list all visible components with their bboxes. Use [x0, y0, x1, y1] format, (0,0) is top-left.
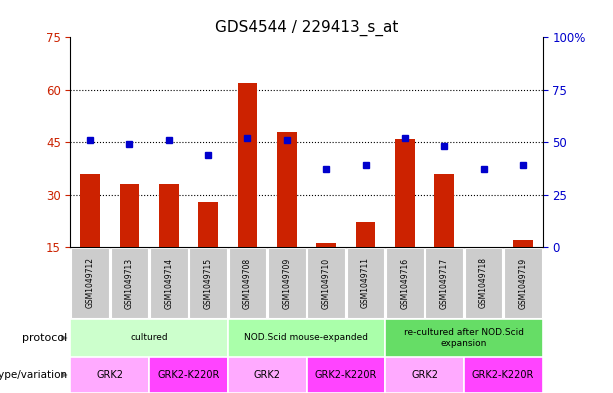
Bar	[228, 319, 385, 357]
Text: GRK2-K220R: GRK2-K220R	[158, 370, 219, 380]
Bar	[435, 174, 454, 247]
Text: GSM1049714: GSM1049714	[164, 257, 173, 309]
Bar	[150, 248, 188, 318]
Text: GRK2: GRK2	[96, 370, 123, 380]
Bar	[149, 357, 228, 393]
Text: GSM1049712: GSM1049712	[86, 257, 94, 309]
Text: GSM1049716: GSM1049716	[400, 257, 409, 309]
Bar	[199, 202, 218, 247]
Bar	[474, 247, 493, 250]
Bar	[346, 248, 384, 318]
Bar	[110, 248, 148, 318]
Text: protocol: protocol	[22, 333, 67, 343]
Text: GSM1049711: GSM1049711	[361, 257, 370, 309]
Text: GSM1049715: GSM1049715	[204, 257, 213, 309]
Bar	[316, 243, 336, 247]
Bar	[228, 357, 306, 393]
Bar	[425, 248, 463, 318]
Text: GSM1049717: GSM1049717	[440, 257, 449, 309]
Bar	[80, 174, 100, 247]
Bar	[307, 248, 345, 318]
Bar	[465, 248, 503, 318]
Text: GSM1049710: GSM1049710	[322, 257, 330, 309]
Text: GSM1049719: GSM1049719	[519, 257, 527, 309]
Bar	[70, 357, 149, 393]
Bar	[229, 248, 267, 318]
Bar	[189, 248, 227, 318]
Text: genotype/variation: genotype/variation	[0, 370, 67, 380]
Text: GSM1049708: GSM1049708	[243, 257, 252, 309]
Bar	[277, 132, 297, 247]
Bar	[504, 248, 542, 318]
Bar	[385, 357, 464, 393]
Text: GRK2: GRK2	[254, 370, 281, 380]
Bar	[159, 184, 178, 247]
Text: cultured: cultured	[131, 334, 168, 342]
Bar	[120, 184, 139, 247]
Bar	[70, 319, 228, 357]
Bar	[395, 139, 414, 247]
Bar	[464, 357, 543, 393]
Text: GRK2-K220R: GRK2-K220R	[314, 370, 377, 380]
Text: GSM1049709: GSM1049709	[283, 257, 291, 309]
Bar	[356, 222, 375, 247]
Text: NOD.Scid mouse-expanded: NOD.Scid mouse-expanded	[245, 334, 368, 342]
Bar	[268, 248, 306, 318]
Text: re-cultured after NOD.Scid
expansion: re-cultured after NOD.Scid expansion	[404, 328, 524, 348]
Title: GDS4544 / 229413_s_at: GDS4544 / 229413_s_at	[215, 20, 398, 36]
Bar	[385, 319, 543, 357]
Text: GRK2: GRK2	[411, 370, 438, 380]
Text: GSM1049718: GSM1049718	[479, 257, 488, 309]
Bar	[238, 83, 257, 247]
Text: GSM1049713: GSM1049713	[125, 257, 134, 309]
Text: GRK2-K220R: GRK2-K220R	[472, 370, 535, 380]
Bar	[386, 248, 424, 318]
Bar	[513, 240, 533, 247]
Bar	[71, 248, 109, 318]
Bar	[306, 357, 385, 393]
